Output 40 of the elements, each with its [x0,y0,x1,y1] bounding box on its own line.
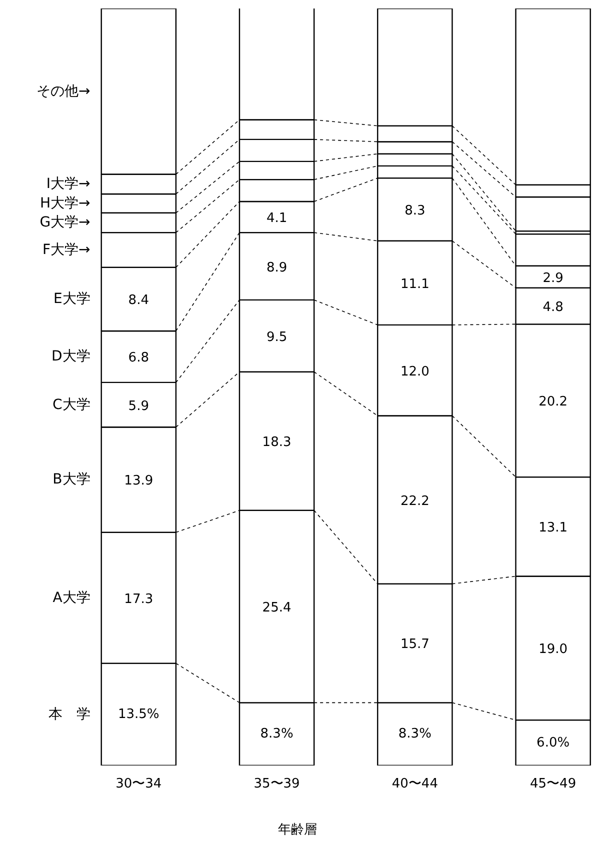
data-label: 8.3 [404,203,426,218]
data-label: 15.7 [400,637,430,652]
data-label: 12.0 [400,364,430,380]
data-label: 19.0 [538,642,568,658]
x-axis-title: 年齢層 [278,822,317,838]
data-label: 11.1 [400,276,430,292]
series-label: その他→ [36,83,91,100]
x-tick-label: 40〜44 [392,776,438,792]
data-label: 13.5% [118,706,160,722]
series-label: H大学→ [40,195,91,212]
series-label: 本 学 [48,706,90,722]
series-label: D大学 [52,348,90,365]
data-label: 2.9 [542,270,564,286]
data-label: 8.3% [260,726,294,742]
x-tick-label: 30〜34 [116,776,162,792]
series-label: G大学→ [40,214,91,231]
x-tick-label: 45〜49 [530,776,576,792]
data-label: 13.9 [124,474,154,489]
data-label: 8.9 [266,260,288,276]
series-label: I大学→ [46,176,91,192]
data-label: 17.3 [124,592,154,607]
series-label: A大学 [52,590,90,606]
series-label: F大学→ [42,242,91,258]
data-label: 9.5 [266,330,288,345]
data-label: 22.2 [400,494,430,509]
data-label: 8.4 [128,293,149,308]
data-label: 6.8 [128,350,149,366]
data-label: 18.3 [262,435,292,450]
data-label: 5.9 [128,398,149,414]
series-label: C大学 [52,396,90,413]
data-label: 4.8 [542,300,564,315]
data-label: 13.1 [538,520,568,536]
series-label: B大学 [52,472,90,488]
data-label: 4.1 [266,211,288,226]
data-label: 20.2 [538,394,568,410]
series-label: E大学 [53,291,90,308]
data-label: 6.0% [536,735,570,750]
data-label: 8.3% [398,726,432,742]
x-tick-label: 35〜39 [254,776,300,792]
data-label: 25.4 [262,600,292,616]
